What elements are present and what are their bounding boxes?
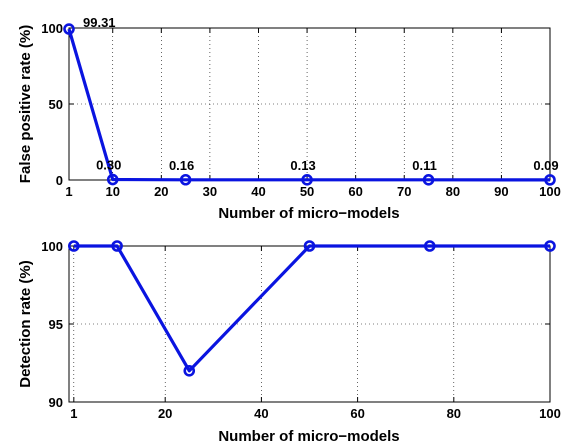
- fpr-x-tick-label: 30: [203, 184, 217, 199]
- fpr-data-label: 0.11: [412, 158, 437, 173]
- fpr-x-tick-labels: 1 10 20 30 40 50 60 70 80 90 100: [65, 184, 560, 199]
- fpr-x-tick-label: 70: [397, 184, 411, 199]
- fpr-data-labels: 99.31 0.30 0.16 0.13 0.11 0.09: [83, 15, 559, 173]
- fpr-x-axis-label: Number of micro−models: [218, 205, 399, 222]
- detection-x-tick-label: 80: [447, 406, 461, 421]
- detection-data-point: [303, 240, 316, 252]
- detection-series-line: [73, 244, 550, 373]
- detection-y-tick-labels: 90 95 100: [41, 239, 63, 410]
- detection-x-tick-label: 20: [158, 406, 172, 421]
- detection-x-tick-label: 40: [254, 406, 268, 421]
- detection-x-tick-labels: 1 20 40 60 80 100: [70, 406, 561, 421]
- detection-y-tick-label: 95: [49, 317, 63, 332]
- fpr-data-point: [106, 173, 119, 186]
- fpr-data-label: 0.13: [290, 158, 315, 173]
- detection-data-point: [68, 240, 80, 252]
- fpr-y-tick-label: 100: [41, 21, 63, 36]
- detection-series: [68, 240, 556, 377]
- fpr-y-tick-label: 50: [49, 97, 63, 112]
- detection-x-tick-label: 1: [70, 406, 77, 421]
- fpr-data-point: [544, 174, 556, 186]
- fpr-data-point: [179, 173, 192, 186]
- fpr-data-label: 99.31: [83, 15, 116, 30]
- detection-chart: 1 20 40 60 80 100 90 95 100 Number of micro−mod…: [17, 239, 561, 445]
- fpr-data-point: [301, 174, 313, 186]
- fpr-data-label: 0.16: [169, 158, 194, 173]
- fpr-x-tick-label: 1: [65, 184, 72, 199]
- fpr-data-point: [422, 174, 435, 186]
- detection-x-axis-label: Number of micro−models: [218, 428, 399, 445]
- detection-y-tick-label: 90: [49, 395, 63, 410]
- fpr-y-tick-label: 0: [56, 173, 63, 188]
- fpr-chart: 1 10 20 30 40 50 60 70 80 90 100 0 50 100 99.31 0.30 0…: [17, 15, 561, 222]
- detection-y-tick-label: 100: [41, 239, 63, 254]
- fpr-y-axis-label: False positive rate (%): [17, 25, 34, 183]
- fpr-gridlines: [69, 28, 550, 180]
- fpr-series: [63, 23, 556, 186]
- detection-x-tick-label: 100: [539, 406, 561, 421]
- fpr-x-tick-label: 90: [494, 184, 508, 199]
- detection-data-point: [183, 364, 196, 377]
- detection-data-point: [423, 240, 436, 252]
- detection-data-point: [111, 240, 123, 252]
- fpr-x-tick-label: 20: [154, 184, 168, 199]
- detection-gridlines: [69, 246, 550, 402]
- detection-x-tick-label: 60: [350, 406, 364, 421]
- fpr-x-tick-label: 60: [348, 184, 362, 199]
- fpr-y-tick-labels: 0 50 100: [41, 21, 63, 188]
- fpr-data-point: [63, 23, 75, 35]
- fpr-series-line: [67, 28, 551, 182]
- fpr-x-tick-label: 40: [251, 184, 265, 199]
- fpr-x-tick-label: 10: [105, 184, 119, 199]
- fpr-x-tick-label: 100: [539, 184, 561, 199]
- fpr-data-label: 0.09: [533, 158, 558, 173]
- fpr-data-label: 0.30: [96, 158, 121, 173]
- detection-y-axis-label: Detection rate (%): [17, 260, 34, 388]
- fpr-x-tick-label: 80: [446, 184, 460, 199]
- fpr-x-tick-label: 50: [300, 184, 314, 199]
- detection-data-point: [544, 240, 556, 252]
